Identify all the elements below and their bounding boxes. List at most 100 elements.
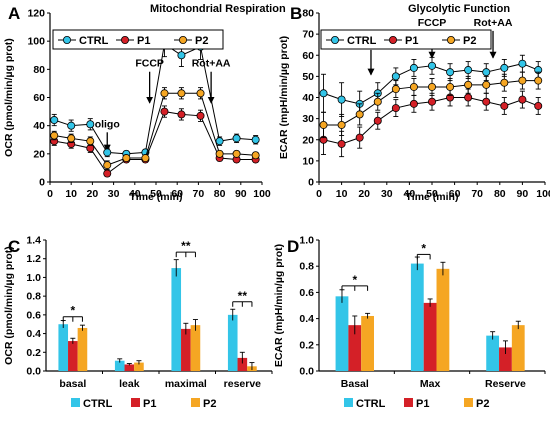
data-point-ctrl [427, 61, 436, 70]
significance-label: * [421, 241, 426, 255]
data-point-p1 [177, 110, 186, 119]
data-point-p1 [482, 97, 491, 106]
data-point-p2 [50, 131, 59, 140]
data-point-p2 [482, 80, 491, 89]
series-line-p2 [54, 92, 256, 166]
data-point-ctrl [518, 59, 527, 68]
data-point-p2 [373, 97, 382, 106]
significance-label: ** [238, 289, 248, 303]
y-tick-label: 0.0 [26, 366, 41, 378]
x-tick-label: 50 [150, 188, 162, 200]
panel-d: D 0.0 0.2 0.4 0.6 0.8 1.0 ECAR (mpH/min/µg prot… [273, 235, 546, 410]
legend-swatch-p1 [404, 398, 413, 407]
annotation-label: Rot+AA [192, 58, 231, 70]
y-tick-label: 70 [302, 29, 314, 41]
data-point-p2 [319, 120, 328, 129]
data-point-p2 [355, 110, 364, 119]
bar-p2 [511, 325, 525, 371]
y-tick-label: 30 [302, 113, 314, 125]
data-point-p1 [464, 93, 473, 102]
data-point-p2 [391, 85, 400, 94]
bar-p1 [124, 364, 135, 371]
legend-marker-p1 [388, 36, 397, 45]
legend-swatch-p2 [464, 398, 473, 407]
y-tick-label: 100 [27, 36, 45, 48]
legend-label: P1 [416, 398, 429, 410]
x-tick-label: 90 [517, 188, 529, 200]
x-axis-label: Time (min) [130, 191, 183, 203]
data-point-ctrl [177, 51, 186, 60]
legend: CTRL P1 P2 [71, 398, 216, 410]
data-point-p2 [500, 78, 509, 87]
y-axis-label: OCR (pmol/min/µg prot) [3, 38, 15, 157]
data-point-ctrl [50, 116, 59, 125]
series-line-p1 [54, 111, 256, 175]
y-tick-label: 0 [39, 177, 45, 189]
legend: CTRL P1 P2 [320, 29, 492, 50]
x-tick-label: 50 [426, 188, 438, 200]
y-tick-label: 40 [33, 120, 45, 132]
data-point-p2 [103, 161, 112, 170]
bar-p1 [181, 328, 191, 371]
x-tick-label: 40 [129, 188, 141, 200]
x-tick-label: 20 [358, 188, 370, 200]
legend-label: CTRL [347, 35, 377, 47]
legend-marker-ctrl [63, 36, 72, 45]
panel-a: A Mitochondrial Respiration02040608010012… [3, 3, 286, 203]
data-point-p1 [337, 139, 346, 148]
data-point-p1 [355, 133, 364, 142]
panel-c: C 0.0 0.2 0.4 0.6 0.8 1.0 1.2 1.4 OCR (pmol/min/µ… [3, 235, 273, 410]
category-label: Reserve [485, 378, 526, 390]
data-point-p1 [391, 104, 400, 113]
data-point-p1 [500, 101, 509, 110]
x-tick-label: 30 [381, 188, 393, 200]
data-point-p1 [427, 97, 436, 106]
data-point-p2 [337, 120, 346, 129]
data-point-ctrl [391, 72, 400, 81]
x-tick-label: 80 [494, 188, 506, 200]
panel-letter: D [287, 237, 299, 256]
annotation-label: Rot+AA [474, 17, 513, 29]
y-tick-label: 0.6 [26, 309, 41, 321]
category-label: reserve [224, 378, 262, 390]
y-tick-label: 0.0 [299, 366, 314, 378]
bar-ctrl [171, 268, 182, 371]
data-point-p2 [196, 89, 205, 98]
data-point-p2 [232, 149, 241, 158]
legend: CTRL P1 P2 [344, 398, 489, 410]
data-point-p2 [427, 82, 436, 91]
data-point-p2 [160, 89, 169, 98]
x-tick-label: 70 [193, 188, 205, 200]
data-point-p2 [518, 76, 527, 85]
bar-p2 [361, 315, 374, 371]
bar-ctrl [114, 360, 125, 371]
legend-marker-ctrl [330, 36, 339, 45]
y-tick-label: 0.2 [299, 339, 314, 351]
y-tick-label: 20 [302, 134, 314, 146]
y-tick-label: 1.0 [299, 235, 314, 247]
significance-label: * [352, 273, 357, 287]
y-tick-label: 0.8 [26, 291, 41, 303]
legend-box [52, 29, 224, 50]
panel-letter: C [8, 237, 20, 256]
legend-label: P2 [476, 398, 489, 410]
data-point-p1 [103, 169, 112, 178]
legend-swatch-p1 [131, 398, 140, 407]
data-point-ctrl [464, 66, 473, 75]
bar-p1 [499, 347, 512, 371]
category-label: maximal [165, 378, 207, 390]
x-tick-label: 100 [253, 188, 271, 200]
y-tick-label: 40 [302, 92, 314, 104]
significance-label: * [71, 304, 76, 318]
legend-marker-p2 [178, 36, 187, 45]
legend-swatch-ctrl [344, 398, 353, 407]
data-point-p2 [67, 134, 76, 143]
y-axis-label: ECAR (mpH/min/µg prot) [273, 244, 285, 367]
y-tick-label: 0.4 [26, 328, 41, 340]
annotation-label: oligo [95, 118, 120, 130]
data-point-p2 [141, 154, 150, 163]
y-axis-label: OCR (pmol/min/µg prot) [3, 246, 15, 365]
data-point-ctrl [446, 68, 455, 77]
data-point-ctrl [319, 89, 328, 98]
data-point-p1 [373, 116, 382, 125]
